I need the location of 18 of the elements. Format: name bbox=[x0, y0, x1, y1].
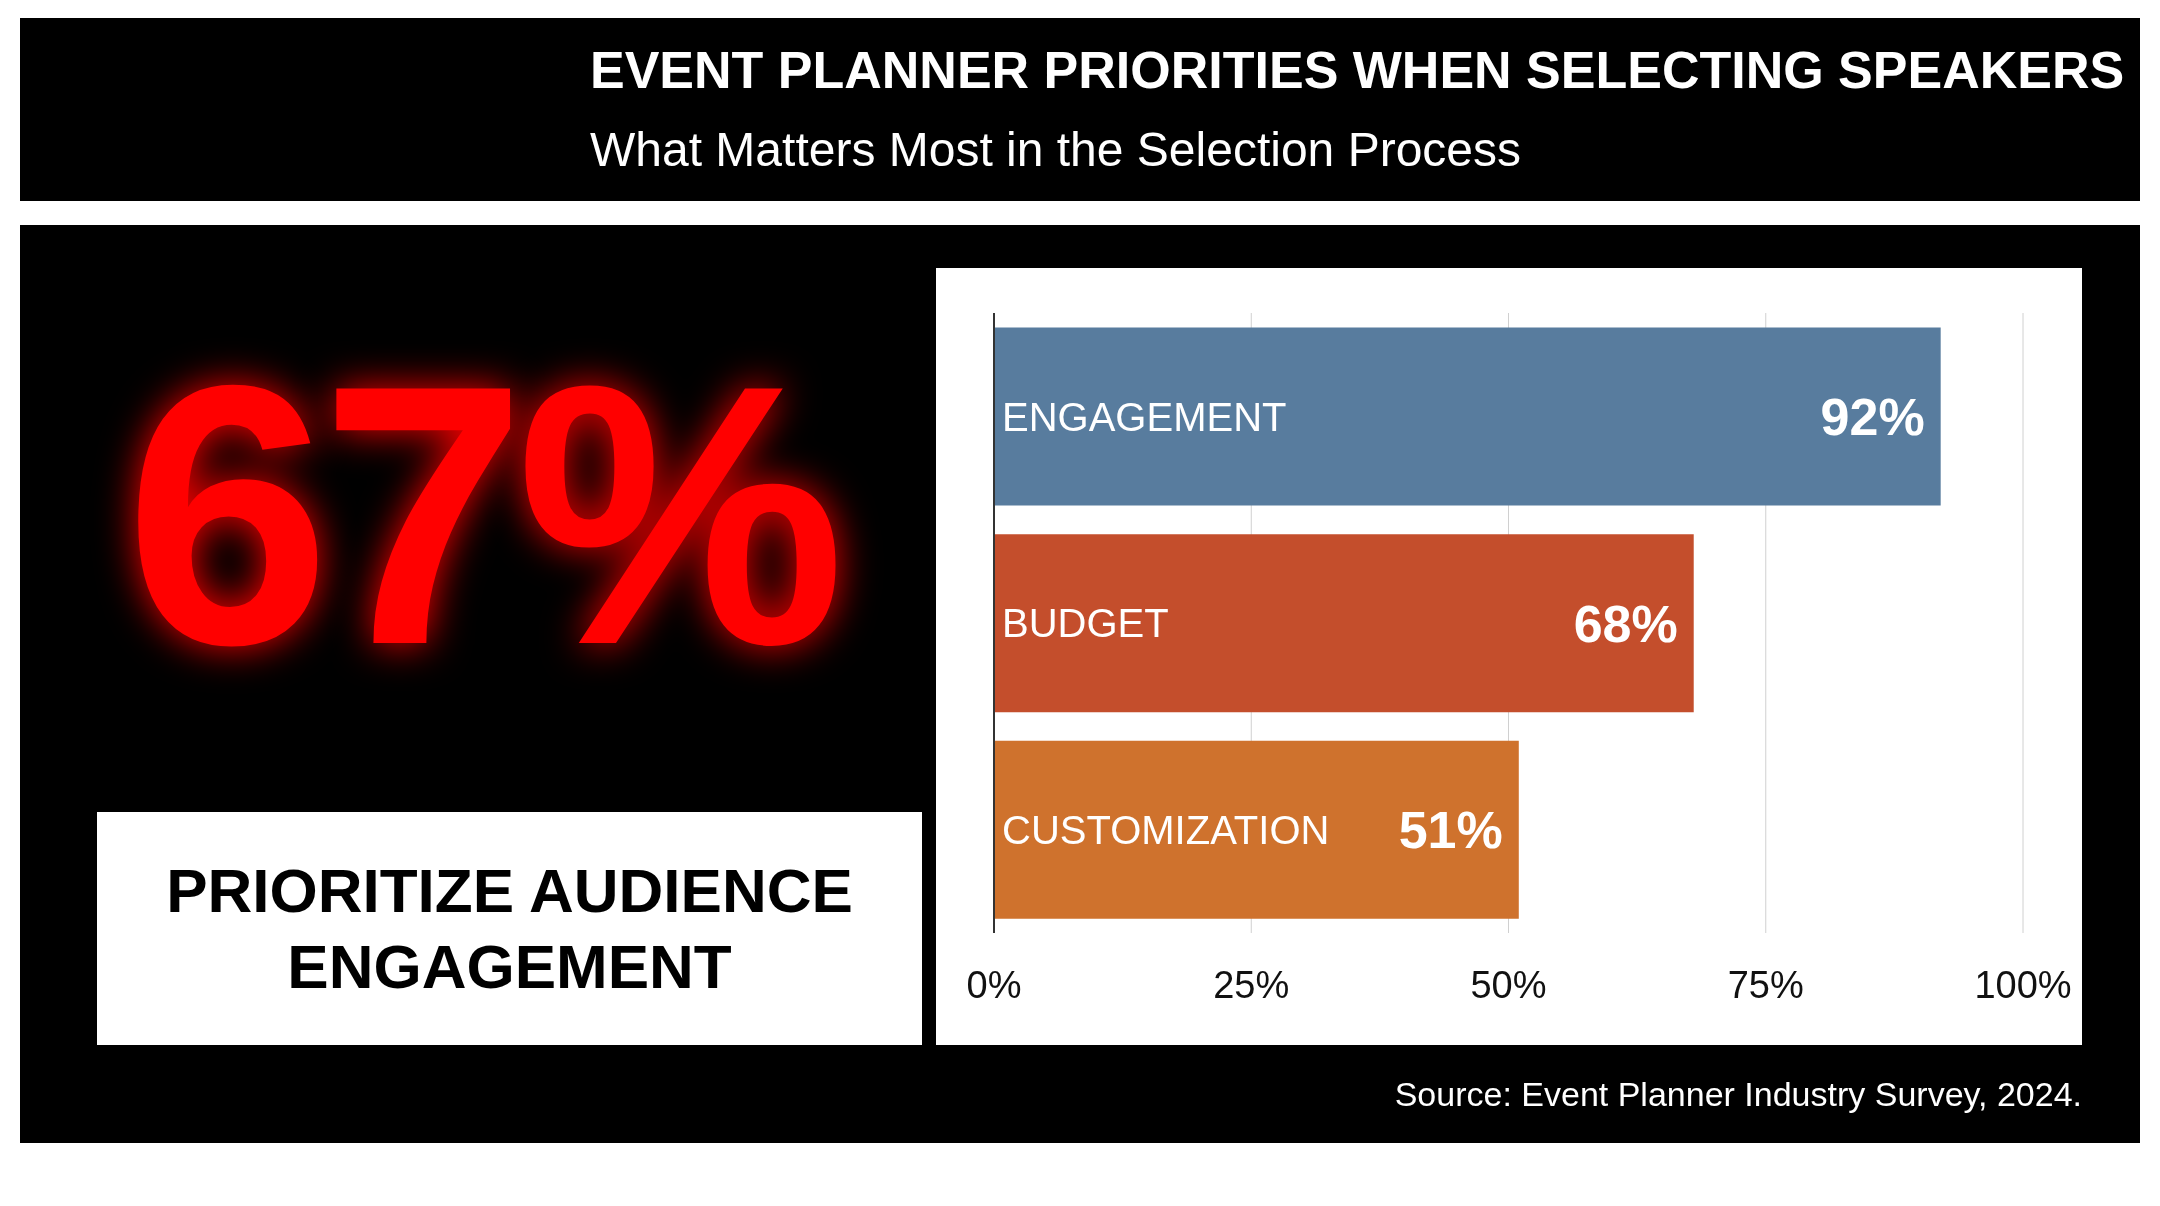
bar bbox=[994, 327, 1941, 506]
data-label: 68% bbox=[1573, 594, 1678, 653]
bar bbox=[994, 534, 1694, 713]
chart-title: EVENT PLANNER PRIORITIES WHEN SELECTING SPEAKERS bbox=[590, 40, 2125, 100]
x-tick-label: 100% bbox=[1974, 963, 2072, 1006]
y-tick-label: BUDGET bbox=[1002, 601, 1169, 646]
x-tick-label: 0% bbox=[966, 963, 1022, 1006]
y-tick-label: ENGAGEMENT bbox=[1002, 394, 1287, 439]
data-label: 51% bbox=[1398, 801, 1503, 860]
chart-subtitle: What Matters Most in the Selection Process bbox=[590, 122, 1522, 177]
source-note: Source: Event Planner Industry Survey, 2024. bbox=[1394, 1075, 2082, 1114]
data-label: 92% bbox=[1820, 387, 1925, 446]
text: PRIORITIZE AUDIENCE ENGAGEMENT bbox=[97, 812, 922, 1045]
x-tick-label: 50% bbox=[1470, 963, 1547, 1006]
x-tick-label: 75% bbox=[1727, 963, 1804, 1006]
bar bbox=[994, 740, 1519, 919]
x-tick-label: 25% bbox=[1213, 963, 1290, 1006]
y-tick-label: CUSTOMIZATION bbox=[1002, 808, 1330, 852]
